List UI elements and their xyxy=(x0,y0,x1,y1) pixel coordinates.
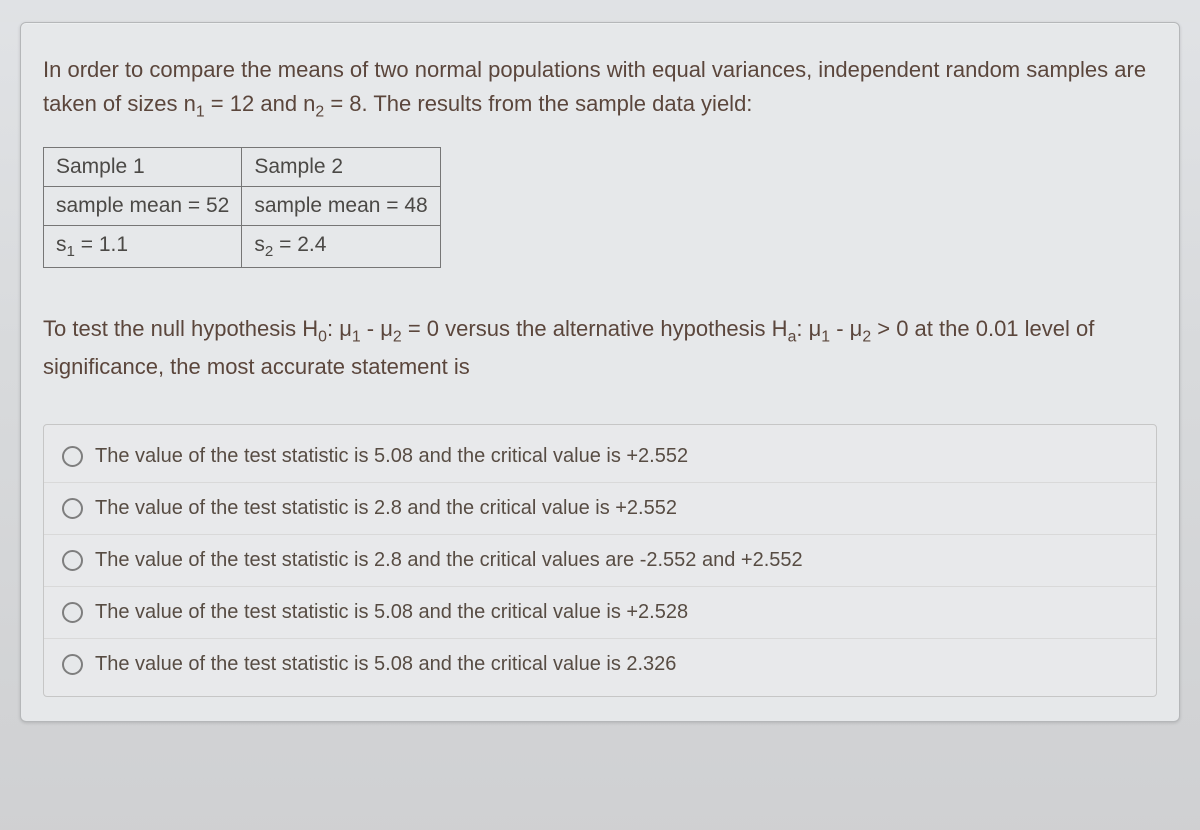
s1-label: s xyxy=(56,233,67,256)
radio-icon[interactable] xyxy=(62,498,83,519)
table-mean-sample2: sample mean = 48 xyxy=(242,187,440,226)
n1-subscript: 1 xyxy=(196,103,205,120)
h0-mid: : μ xyxy=(327,316,352,341)
question-panel: In order to compare the means of two nor… xyxy=(20,22,1180,722)
option-d[interactable]: The value of the test statistic is 5.08 … xyxy=(44,587,1156,639)
radio-icon[interactable] xyxy=(62,446,83,467)
n1-equals: = 12 and n xyxy=(205,91,316,116)
s1-value: = 1.1 xyxy=(75,233,128,256)
option-b-label: The value of the test statistic is 2.8 a… xyxy=(95,497,677,520)
s2-subscript: 2 xyxy=(265,243,273,260)
minus2: - μ xyxy=(830,316,862,341)
radio-icon[interactable] xyxy=(62,654,83,675)
table-header-sample1: Sample 1 xyxy=(44,148,242,187)
table-mean-sample1: sample mean = 52 xyxy=(44,187,242,226)
table-sd-sample2: s2 = 2.4 xyxy=(242,226,440,268)
h0-subscript: 0 xyxy=(318,329,327,346)
minus: - μ xyxy=(361,316,393,341)
option-e-label: The value of the test statistic is 5.08 … xyxy=(95,653,676,676)
ha-mid: : μ xyxy=(796,316,821,341)
option-c[interactable]: The value of the test statistic is 2.8 a… xyxy=(44,535,1156,587)
radio-icon[interactable] xyxy=(62,602,83,623)
s1-subscript: 1 xyxy=(67,243,75,260)
mu1b-subscript: 1 xyxy=(821,329,830,346)
mu1-subscript: 1 xyxy=(352,329,361,346)
hyp-lead: To test the null hypothesis H xyxy=(43,316,318,341)
option-e[interactable]: The value of the test statistic is 5.08 … xyxy=(44,639,1156,690)
option-c-label: The value of the test statistic is 2.8 a… xyxy=(95,549,803,572)
mu2-subscript: 2 xyxy=(393,329,402,346)
sample-data-table: Sample 1 Sample 2 sample mean = 52 sampl… xyxy=(43,147,441,268)
n2-subscript: 2 xyxy=(315,103,324,120)
table-header-sample2: Sample 2 xyxy=(242,148,440,187)
option-d-label: The value of the test statistic is 5.08 … xyxy=(95,601,688,624)
option-a[interactable]: The value of the test statistic is 5.08 … xyxy=(44,431,1156,483)
n2-equals: = 8. The results from the sample data yi… xyxy=(324,91,752,116)
mu2b-subscript: 2 xyxy=(862,329,871,346)
question-intro: In order to compare the means of two nor… xyxy=(43,53,1157,125)
s2-label: s xyxy=(254,233,265,256)
option-b[interactable]: The value of the test statistic is 2.8 a… xyxy=(44,483,1156,535)
hypothesis-text: To test the null hypothesis H0: μ1 - μ2 … xyxy=(43,312,1157,384)
option-a-label: The value of the test statistic is 5.08 … xyxy=(95,445,688,468)
table-sd-sample1: s1 = 1.1 xyxy=(44,226,242,268)
answer-options: The value of the test statistic is 5.08 … xyxy=(43,424,1157,697)
radio-icon[interactable] xyxy=(62,550,83,571)
eq0: = 0 versus the alternative hypothesis H xyxy=(402,316,788,341)
s2-value: = 2.4 xyxy=(273,233,326,256)
